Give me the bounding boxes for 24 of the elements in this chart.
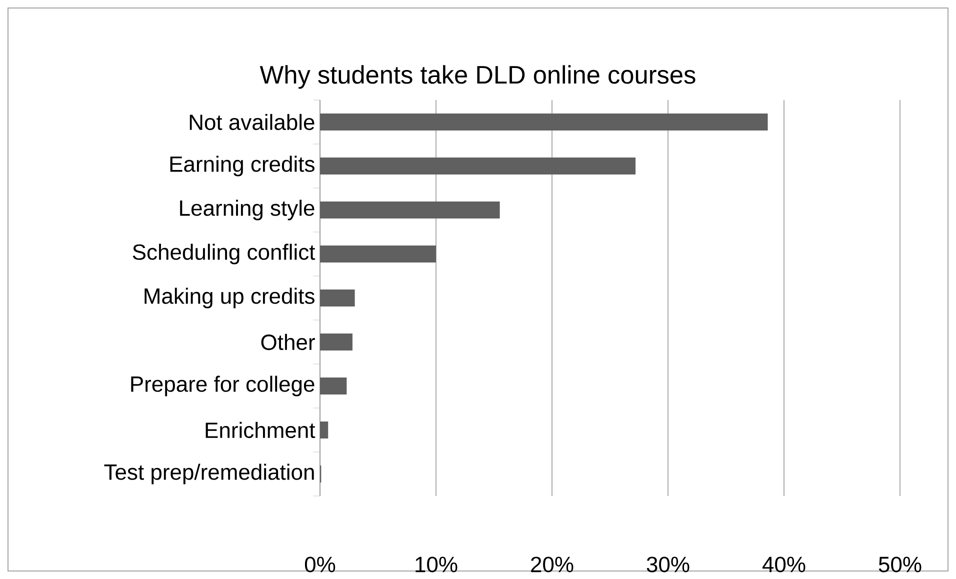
y-tick-label: Enrichment (206, 422, 316, 438)
y-tick-label: Earning credits (170, 156, 314, 176)
bar (320, 290, 355, 307)
bar (320, 334, 352, 351)
y-tick-label: Not available (190, 114, 314, 130)
x-tick-label: 10% (416, 556, 458, 572)
bar (320, 158, 636, 175)
bar (320, 114, 768, 131)
x-tick-label: 40% (762, 556, 806, 572)
x-tick-label: 0% (304, 556, 336, 572)
bar (320, 378, 347, 395)
y-tick-label: Making up credits (144, 288, 314, 308)
bar (320, 246, 436, 263)
y-tick-label: Learning style (180, 200, 314, 220)
x-tick-label: 30% (646, 556, 690, 572)
y-tick-label: Scheduling conflict (132, 244, 316, 264)
chart-title: Why students take DLD online courses (260, 65, 696, 89)
y-tick-label: Other (261, 334, 315, 350)
y-tick-label: Prepare for college (131, 376, 314, 396)
x-tick-label: 20% (531, 556, 574, 572)
bar (320, 202, 500, 219)
y-tick-label: Test prep/remediation (104, 464, 314, 484)
x-tick-label: 50% (878, 556, 922, 572)
bar (320, 422, 328, 439)
